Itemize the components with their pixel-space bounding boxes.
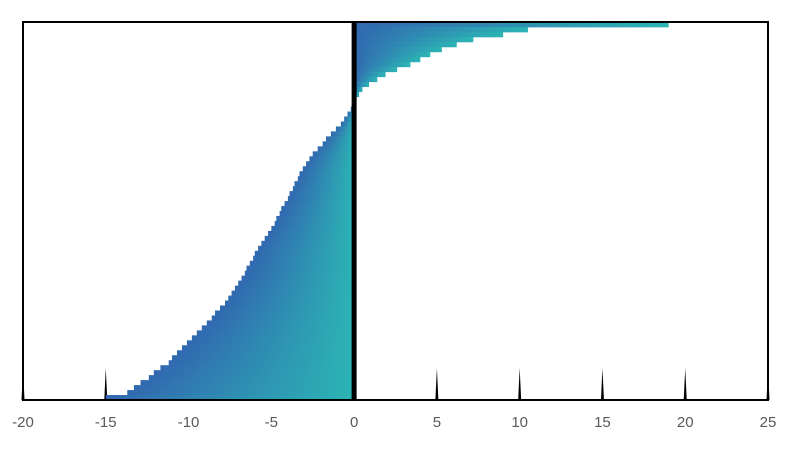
bar — [228, 295, 355, 301]
bar — [344, 116, 355, 122]
bar — [268, 230, 355, 237]
bar — [276, 215, 355, 222]
bar — [258, 245, 355, 252]
bar — [340, 121, 355, 127]
x-tick-label: -15 — [95, 414, 117, 431]
bar — [306, 161, 355, 167]
bar — [354, 71, 386, 78]
bar — [354, 81, 370, 88]
bar — [196, 330, 355, 336]
bar — [299, 171, 355, 177]
bar — [289, 191, 355, 197]
x-tick-label: 0 — [350, 414, 358, 431]
bar — [244, 270, 355, 277]
tick-mark — [683, 368, 687, 400]
bar — [172, 355, 355, 361]
tick-mark — [600, 368, 604, 400]
x-tick-label: -5 — [265, 414, 278, 431]
bar — [224, 300, 355, 306]
tick-mark — [435, 368, 439, 400]
tick-mark — [518, 368, 522, 400]
bar — [354, 86, 363, 93]
bar — [168, 360, 355, 366]
bar — [354, 22, 669, 28]
bar — [330, 131, 355, 137]
bar — [354, 61, 411, 68]
bar — [241, 275, 355, 282]
bar — [238, 280, 355, 287]
bar — [302, 166, 355, 172]
bar — [354, 66, 398, 73]
bar — [312, 151, 355, 157]
x-tick-label: 5 — [433, 414, 441, 431]
bar — [271, 225, 355, 232]
bar — [354, 76, 378, 83]
bar — [354, 36, 474, 43]
bar — [325, 136, 355, 142]
bar — [309, 156, 355, 162]
bar — [201, 325, 355, 331]
bar — [176, 350, 355, 356]
bar — [211, 315, 355, 321]
bar — [335, 126, 355, 132]
bar — [261, 240, 355, 247]
plot-border — [22, 21, 769, 401]
bar — [292, 186, 355, 192]
tick-mark — [104, 368, 108, 400]
bar — [140, 380, 355, 386]
bar — [294, 181, 355, 187]
bar — [148, 375, 355, 381]
bar — [297, 176, 355, 182]
x-tick-label: -10 — [178, 414, 200, 431]
bar — [354, 31, 504, 38]
bar — [354, 51, 431, 58]
bar — [234, 285, 355, 291]
bar — [279, 211, 355, 217]
bar — [354, 46, 442, 53]
bar — [186, 340, 355, 346]
bar — [287, 196, 355, 202]
bar — [274, 220, 355, 227]
bar — [181, 345, 355, 351]
bar — [231, 290, 355, 296]
x-tick-label: -20 — [12, 414, 34, 431]
bar — [160, 365, 355, 371]
bar — [281, 206, 355, 212]
x-tick-label: 15 — [594, 414, 611, 431]
bar — [105, 395, 355, 401]
bar — [317, 146, 355, 152]
bar — [249, 260, 355, 267]
bar — [246, 265, 355, 272]
bar — [322, 141, 355, 147]
bar — [206, 320, 355, 326]
x-tick-label: 20 — [677, 414, 694, 431]
bar — [347, 111, 355, 117]
bar — [354, 56, 421, 63]
bar — [215, 310, 355, 316]
bar — [253, 255, 355, 262]
x-tick-label: 25 — [760, 414, 777, 431]
bar — [254, 250, 355, 257]
bar — [264, 235, 355, 242]
bar — [354, 26, 528, 33]
bar — [220, 305, 355, 311]
bar — [127, 390, 355, 396]
bar — [191, 335, 355, 341]
bar — [284, 201, 355, 207]
bar — [133, 385, 355, 391]
bar — [354, 41, 457, 48]
bar — [153, 370, 355, 376]
x-tick-label: 10 — [511, 414, 528, 431]
